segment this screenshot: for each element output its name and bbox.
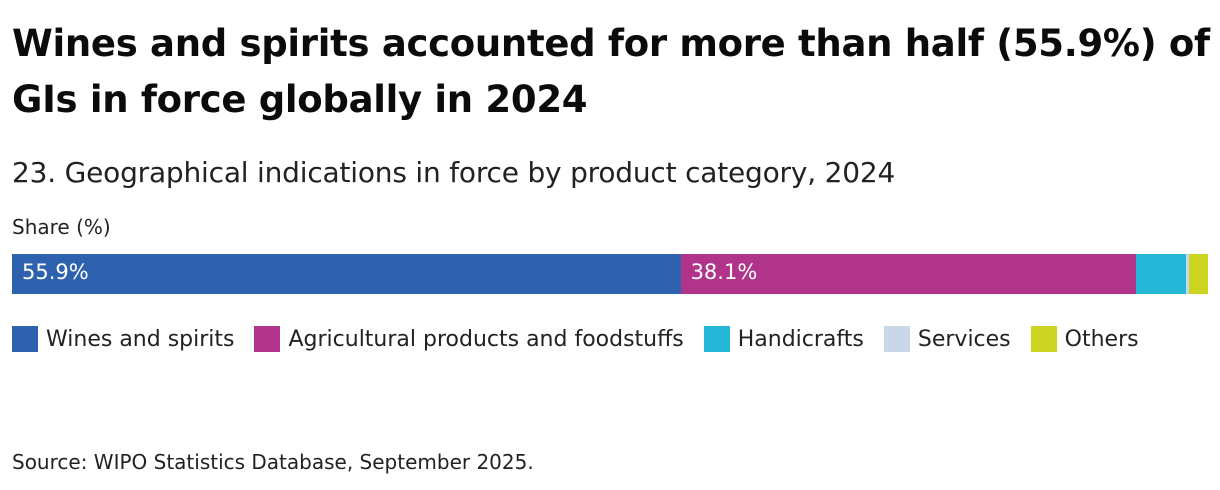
chart-subtitle: 23. Geographical indications in force by… — [12, 156, 896, 189]
legend-swatch-icon — [883, 326, 910, 352]
legend-swatch-icon — [1030, 326, 1057, 352]
legend-label: Wines and spirits — [46, 326, 235, 352]
chart-title: Wines and spirits accounted for more tha… — [12, 22, 1210, 121]
axis-label: Share (%) — [12, 215, 111, 239]
data-label: 38.1% — [690, 260, 758, 284]
bar-segment-handicrafts — [1136, 254, 1187, 294]
legend: Wines and spirits Agricultural products a… — [12, 324, 1212, 354]
bar-segment-others — [1188, 254, 1208, 294]
legend-item: Wines and spirits — [12, 324, 234, 354]
bar-segment-wines-and-spirits: 55.9% — [12, 254, 681, 294]
legend-label: Agricultural products and foodstuffs — [288, 326, 684, 352]
legend-item: Services — [883, 324, 1011, 354]
legend-swatch-icon — [254, 326, 281, 352]
bar-segment-agricultural-products-and-foodstuffs: 38.1% — [680, 254, 1137, 294]
legend-item: Handicrafts — [703, 324, 864, 354]
source-note: Source: WIPO Statistics Database, Septem… — [12, 450, 534, 474]
legend-item: Agricultural products and foodstuffs — [254, 324, 684, 354]
legend-label: Handicrafts — [737, 326, 864, 352]
data-label: 55.9% — [22, 260, 89, 284]
legend-item: Others — [1030, 324, 1139, 354]
legend-swatch-icon — [703, 326, 730, 352]
stacked-bar: 55.9% 38.1% — [12, 254, 1208, 294]
legend-swatch-icon — [12, 326, 38, 352]
legend-label: Services — [917, 326, 1011, 352]
legend-label: Others — [1064, 326, 1139, 352]
bar-segment-services — [1186, 254, 1189, 294]
